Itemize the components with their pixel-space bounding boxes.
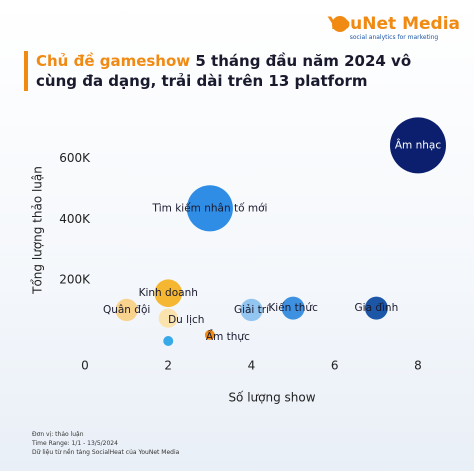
brand-tagline: social analytics for marketing xyxy=(349,34,439,41)
x-tick-label: 8 xyxy=(414,359,422,373)
title: Chủ đề gameshow 5 tháng đầu năm 2024 vô … xyxy=(24,51,436,91)
bubble-label: Giải trí xyxy=(234,304,270,316)
footer: Đơn vị: thảo luận Time Range: 1/1 - 13/5… xyxy=(32,430,179,457)
brand-name: YouNet Media xyxy=(327,14,460,34)
title-rest: 5 tháng đầu năm 2024 vô cùng đa dạng, tr… xyxy=(36,52,412,90)
footer-line: Dữ liệu từ nền tảng SocialHeat của YouNe… xyxy=(32,449,180,456)
y-tick-label: 200K xyxy=(59,273,91,287)
brand: YouNet Media social analytics for market… xyxy=(328,14,460,41)
y-tick-label: 400K xyxy=(59,212,91,226)
x-tick-label: 6 xyxy=(331,359,339,373)
footer-line: Đơn vị: thảo luận xyxy=(32,431,84,438)
bubble-label: Gia đình xyxy=(355,302,399,314)
bubble xyxy=(281,296,305,320)
x-tick-label: 2 xyxy=(164,359,172,373)
bubble-label: Kinh doanh xyxy=(139,287,198,299)
bubble-label: Quân đội xyxy=(103,304,150,316)
y-axis-label: Tổng lượng thảo luận xyxy=(31,166,45,295)
x-tick-label: 0 xyxy=(81,359,89,373)
bubble-label: Ẩm thực xyxy=(206,329,250,343)
bubble xyxy=(158,308,178,328)
x-axis-label: Số lượng show xyxy=(228,391,315,405)
bubble xyxy=(115,298,138,322)
bubble-label: Du lịch xyxy=(168,314,204,326)
bubble xyxy=(240,298,263,322)
bubble-label: Âm nhạc xyxy=(395,138,441,151)
x-tick-label: 4 xyxy=(248,359,256,373)
bubble xyxy=(186,185,233,232)
bubble xyxy=(364,296,388,320)
title-highlight: Chủ đề gameshow xyxy=(36,52,191,70)
bubble-label: Tìm kiếm nhân tố mới xyxy=(151,202,267,214)
bubble xyxy=(163,336,174,346)
y-tick-label: 600K xyxy=(59,151,91,165)
bubble xyxy=(154,279,183,308)
bubble-label: Kiến thức xyxy=(268,302,318,314)
logo xyxy=(332,16,348,32)
footer-line: Time Range: 1/1 - 13/5/2024 xyxy=(32,440,118,447)
bubble xyxy=(390,117,446,174)
bubble xyxy=(204,329,215,340)
